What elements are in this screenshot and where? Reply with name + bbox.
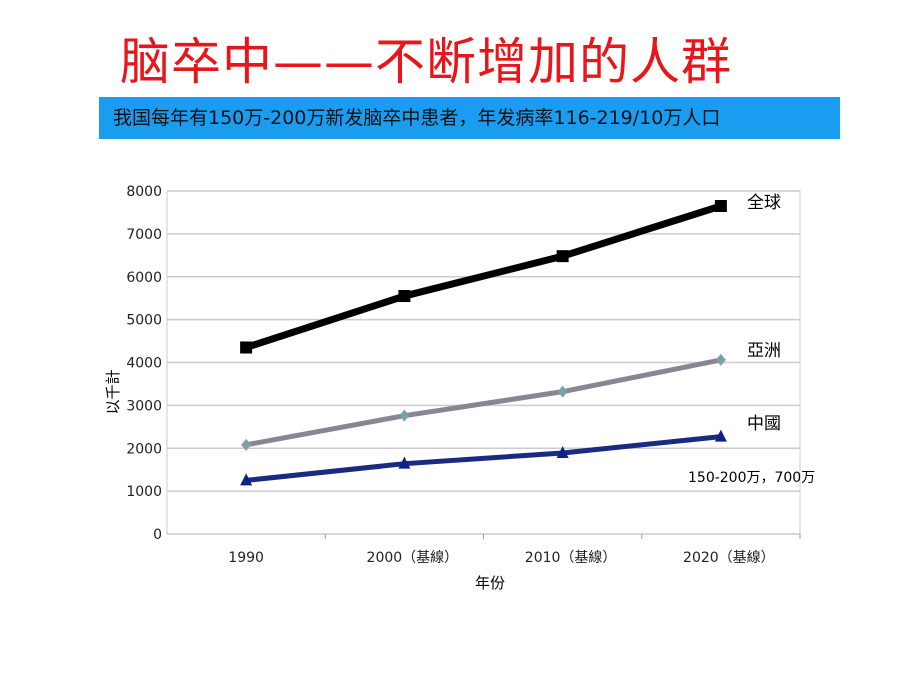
data-point [398,456,411,469]
series-label: 中國 [747,414,781,434]
y-tick-label: 2000 [126,441,162,457]
y-tick-label: 3000 [126,398,162,414]
x-axis-label: 年份 [475,574,505,592]
y-tick-label: 5000 [126,313,162,329]
y-tick-label: 0 [153,527,162,543]
data-point [556,445,569,458]
data-point [556,250,569,263]
annotation: 150-200万，700万 [688,470,815,486]
y-tick-label: 1000 [126,484,162,500]
y-tick-label: 7000 [126,227,162,243]
data-point [240,341,253,354]
series-line-1 [245,357,722,448]
y-axis-label: 以千計 [104,369,122,414]
x-tick-label: 2020（基線） [683,549,775,566]
y-tick-label: 4000 [126,356,162,372]
series-line-2 [245,434,722,483]
x-tick-label: 2000（基線） [367,549,459,566]
slide-title: 脑卒中——不断增加的人群 [120,33,732,91]
x-tick-label: 1990 [228,550,264,566]
data-point [240,473,253,486]
subtitle-banner: 我国每年有150万-200万新发脑卒中患者，年发病率116-219/10万人口 [99,97,840,139]
data-point [399,409,410,422]
data-point [398,290,411,303]
x-tick-label: 2010（基線） [525,549,617,566]
data-point [715,353,726,366]
y-tick-label: 8000 [126,184,162,200]
series-label: 全球 [747,193,781,213]
y-tick-label: 6000 [126,270,162,286]
data-point [557,385,568,398]
series-label: 亞洲 [747,341,781,361]
data-point [714,200,727,213]
series-line-0 [245,202,722,351]
data-point [714,429,727,442]
data-point [241,438,252,451]
